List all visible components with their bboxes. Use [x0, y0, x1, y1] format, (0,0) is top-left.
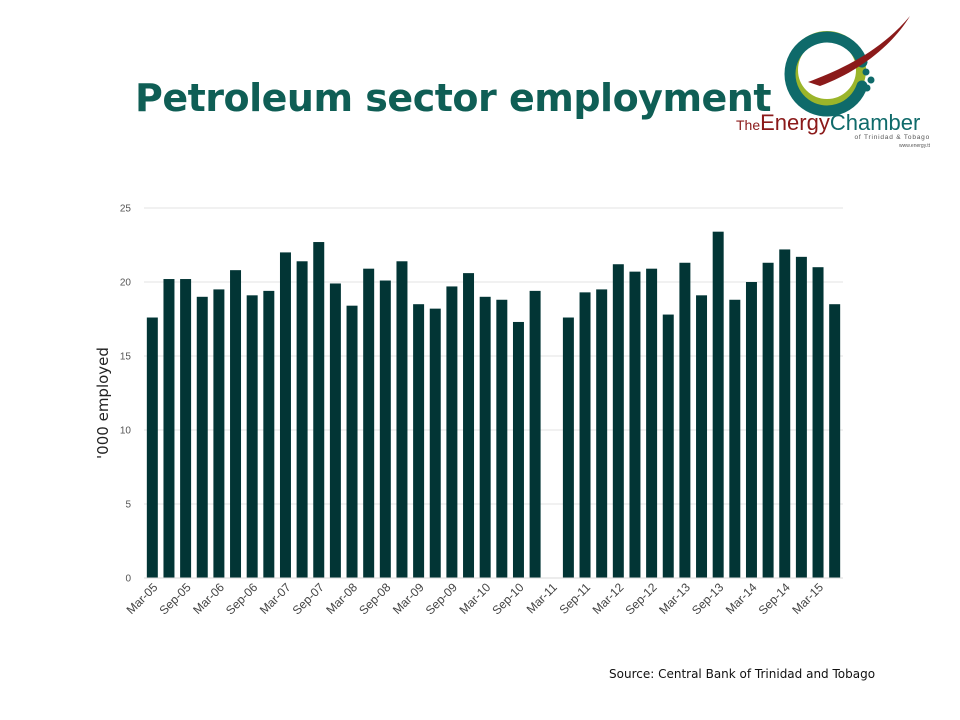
energy-chamber-logo: TheEnergyChamber of Trinidad & Tobago ww… [736, 16, 931, 149]
x-tick-label: Mar-15 [789, 580, 826, 617]
x-tick-label: Mar-10 [457, 580, 494, 617]
logo-dot-icon [862, 68, 870, 76]
bar-Dec-13 [729, 299, 741, 578]
logo-subtitle: of Trinidad & Tobago [854, 134, 930, 141]
bar-Dec-07 [329, 283, 341, 578]
chart-gridlines [144, 207, 843, 505]
x-tick-label: Sep-08 [356, 580, 393, 617]
bar-Dec-14 [795, 256, 807, 578]
bar-Sep-14 [779, 249, 791, 578]
logo-text-chamber: Chamber [830, 110, 920, 135]
bar-Jun-06 [230, 270, 242, 578]
bar-Dec-09 [463, 273, 475, 578]
y-tick-label: 25 [120, 204, 132, 215]
y-tick-label: 10 [120, 426, 132, 437]
bar-Sep-10 [512, 321, 524, 578]
bar-Mar-08 [346, 305, 358, 578]
bar-Jun-15 [829, 304, 841, 578]
x-axis-ticks: Mar-05Sep-05Mar-06Sep-06Mar-07Sep-07Mar-… [124, 580, 827, 617]
bar-Jun-14 [762, 262, 774, 578]
logo-url: www.energy.tt [899, 143, 931, 149]
logo-dot-icon [863, 84, 871, 92]
bar-Dec-11 [596, 289, 608, 578]
y-tick-label: 5 [125, 500, 131, 511]
bar-Mar-05 [146, 317, 158, 578]
bar-Sep-12 [646, 268, 658, 578]
bar-Dec-12 [662, 314, 674, 578]
x-tick-label: Sep-14 [756, 580, 793, 617]
bar-Mar-09 [413, 304, 425, 578]
x-tick-label: Sep-07 [290, 580, 327, 617]
logo-text-the: The [736, 117, 760, 133]
bar-Sep-08 [379, 280, 391, 578]
bar-Dec-08 [396, 261, 408, 578]
x-tick-label: Mar-07 [257, 580, 294, 617]
source-note: Source: Central Bank of Trinidad and Tob… [609, 667, 876, 681]
x-tick-label: Sep-10 [489, 580, 526, 617]
bar-Sep-05 [180, 279, 192, 578]
bar-Jun-09 [429, 308, 441, 578]
bar-Jun-11 [562, 317, 574, 578]
bar-Sep-11 [579, 292, 591, 578]
x-tick-label: Mar-05 [124, 580, 161, 617]
logo-wordmark: TheEnergyChamber [736, 110, 920, 135]
x-tick-label: Mar-12 [590, 580, 627, 617]
bar-Jun-08 [363, 268, 375, 578]
bar-Dec-06 [263, 290, 275, 578]
x-tick-label: Mar-09 [390, 580, 427, 617]
logo-swoosh-icon [808, 16, 910, 86]
bar-Mar-12 [612, 264, 624, 578]
x-tick-label: Sep-06 [223, 580, 260, 617]
y-tick-label: 15 [120, 352, 132, 363]
x-tick-label: Mar-13 [656, 580, 693, 617]
bar-Mar-06 [213, 289, 225, 578]
slide-title: Petroleum sector employment [135, 76, 772, 120]
logo-dot-icon [867, 76, 875, 84]
bar-Mar-07 [279, 252, 291, 578]
bar-Mar-10 [479, 296, 491, 578]
bar-Mar-14 [745, 282, 757, 578]
bar-Sep-09 [446, 286, 458, 578]
bar-Jun-07 [296, 261, 308, 578]
y-tick-label: 0 [125, 574, 131, 585]
bar-Sep-07 [313, 242, 325, 579]
x-tick-label: Sep-13 [689, 580, 726, 617]
bar-Dec-10 [529, 290, 541, 578]
bar-Jun-05 [163, 279, 175, 578]
x-tick-label: Sep-09 [423, 580, 460, 617]
x-tick-label: Mar-08 [323, 580, 360, 617]
bar-Jun-10 [496, 299, 508, 578]
bar-Sep-06 [246, 295, 258, 578]
bar-Dec-05 [196, 296, 208, 578]
bar-Mar-13 [679, 262, 691, 578]
x-tick-label: Sep-12 [622, 580, 659, 617]
logo-text-energy: Energy [760, 110, 830, 135]
x-tick-label: Mar-11 [524, 580, 560, 616]
x-tick-label: Sep-05 [156, 580, 193, 617]
y-axis-ticks: 0 5 10 15 20 25 [120, 204, 132, 585]
x-tick-label: Sep-11 [557, 580, 594, 617]
logo-c-icon [784, 31, 868, 117]
y-axis-title: '000 employed [94, 347, 112, 459]
bar-Jun-12 [629, 271, 641, 578]
bar-Mar-15 [812, 267, 824, 578]
x-tick-label: Mar-06 [190, 580, 227, 617]
bar-Jun-13 [696, 295, 708, 578]
bar-Sep-13 [712, 231, 724, 578]
x-tick-label: Mar-14 [723, 580, 760, 617]
chart-bars [146, 231, 841, 579]
y-tick-label: 20 [120, 278, 132, 289]
